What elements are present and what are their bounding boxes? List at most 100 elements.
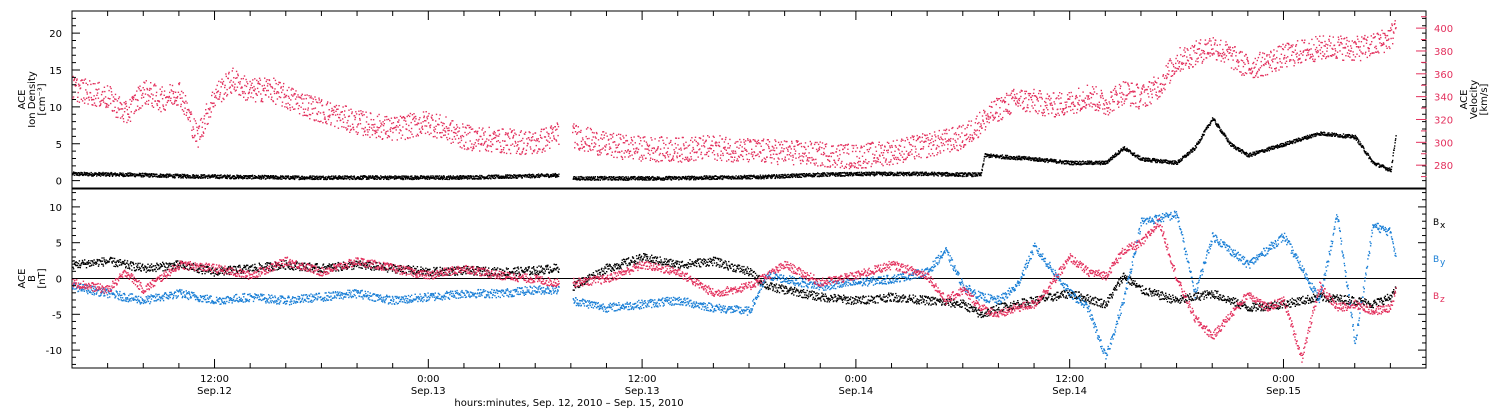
velocity-series-point xyxy=(180,103,182,106)
ion-density-series-point xyxy=(890,171,892,173)
ion-density-series-point xyxy=(896,174,898,177)
velocity-series-point xyxy=(446,127,448,130)
ion-density-series-point xyxy=(860,173,862,175)
ion-density-series-point xyxy=(164,175,166,178)
velocity-series-point xyxy=(153,85,155,87)
velocity-series-point xyxy=(351,112,353,115)
ion-density-series-point xyxy=(805,174,807,176)
ion-density-series-point xyxy=(590,179,592,181)
ion-density-series-point xyxy=(737,178,739,180)
ion-density-series-point xyxy=(398,175,400,178)
ion-density-series-point xyxy=(316,175,318,177)
ion-density-series-point xyxy=(1161,161,1164,163)
ion-density-series-point xyxy=(531,174,533,176)
ion-density-series-point xyxy=(172,176,175,178)
ion-density-series-point xyxy=(1394,139,1397,142)
ion-density-series-point xyxy=(1206,126,1208,129)
ion-density-series-point xyxy=(279,177,281,180)
velocity-series-point xyxy=(350,108,352,110)
ion-density-series-point xyxy=(167,176,169,178)
ion-density-series-point xyxy=(1118,151,1120,153)
ion-density-series-point xyxy=(1145,157,1147,159)
velocity-series-point xyxy=(300,97,302,99)
ion-density-series-point xyxy=(1117,150,1120,152)
ion-density-series-point xyxy=(504,175,507,177)
velocity-series-point xyxy=(126,121,128,124)
velocity-series-point xyxy=(191,129,193,131)
ion-density-series-point xyxy=(1335,134,1337,136)
ion-density-series-point xyxy=(949,173,951,175)
velocity-series-point xyxy=(382,138,384,140)
velocity-series-point xyxy=(408,115,411,118)
velocity-series-point xyxy=(149,87,151,90)
velocity-series-point xyxy=(94,104,96,107)
ion-density-series-point xyxy=(795,176,797,178)
velocity-series-point xyxy=(229,81,231,83)
ion-density-series-point xyxy=(1177,161,1179,164)
velocity-series-point xyxy=(346,128,349,130)
ion-density-series-point xyxy=(981,166,984,168)
ion-density-series-point xyxy=(276,175,278,178)
ion-density-series-point xyxy=(1046,158,1049,160)
ion-density-series-point xyxy=(1202,134,1204,137)
ion-density-series-point xyxy=(1091,163,1094,166)
ion-density-series-point xyxy=(394,178,396,180)
ion-density-series-point xyxy=(1067,162,1069,165)
velocity-series-point xyxy=(206,123,208,125)
ion-density-series-point xyxy=(863,173,865,175)
ion-density-series-point xyxy=(354,177,356,179)
ion-density-series-point xyxy=(755,177,757,180)
velocity-series-point xyxy=(307,107,309,109)
ion-density-series-point xyxy=(892,172,894,174)
ion-density-series-point xyxy=(748,178,751,180)
velocity-series-point xyxy=(136,99,138,101)
velocity-series-point xyxy=(97,97,100,99)
ion-density-series-point xyxy=(1221,131,1224,133)
velocity-series-point xyxy=(393,127,395,129)
velocity-series-point xyxy=(414,124,416,126)
ion-density-series-point xyxy=(908,171,911,174)
velocity-series-point xyxy=(260,99,263,101)
ion-density-series-point xyxy=(151,173,153,175)
ion-density-series-point xyxy=(881,175,884,177)
velocity-series-point xyxy=(269,84,271,86)
velocity-series-point xyxy=(275,103,277,105)
ion-density-series-point xyxy=(145,174,147,177)
ion-density-series-point xyxy=(885,174,888,177)
ion-density-series-point xyxy=(1075,160,1077,163)
velocity-series-point xyxy=(438,118,440,120)
ion-density-series-point xyxy=(474,178,476,180)
velocity-series-point xyxy=(340,111,343,113)
ion-density-series-point xyxy=(621,176,623,178)
velocity-series-point xyxy=(425,111,427,113)
ion-density-series-point xyxy=(601,177,604,179)
ion-density-series-point xyxy=(520,175,522,178)
ion-density-series-point xyxy=(809,172,811,175)
ion-density-series-point xyxy=(1107,162,1109,164)
velocity-series-point xyxy=(219,92,222,94)
ion-density-series-point xyxy=(203,174,206,176)
ion-density-series-point xyxy=(587,178,589,180)
ion-density-series-point xyxy=(539,174,542,177)
velocity-series-point xyxy=(359,119,361,121)
ion-density-series-point xyxy=(309,175,311,177)
velocity-series-point xyxy=(283,82,285,85)
velocity-series-point xyxy=(371,134,374,136)
velocity-series-point xyxy=(133,97,135,99)
ion-density-series-point xyxy=(609,176,611,178)
ion-density-series-point xyxy=(1394,145,1396,147)
ion-density-series-point xyxy=(426,175,428,177)
velocity-series-point xyxy=(318,97,320,99)
ion-density-series-point xyxy=(207,177,209,179)
ion-density-series-point xyxy=(313,178,315,181)
ion-density-series-point xyxy=(1004,156,1006,159)
velocity-series-point xyxy=(243,75,246,77)
ion-density-series-point xyxy=(528,173,531,175)
ion-density-series-point xyxy=(171,174,173,176)
ion-density-series-point xyxy=(510,174,512,177)
ion-density-series-point xyxy=(355,178,358,180)
ion-density-series-point xyxy=(1137,154,1139,157)
ion-density-series-point xyxy=(1051,159,1053,161)
velocity-series-point xyxy=(156,103,158,105)
velocity-series-point xyxy=(189,120,191,122)
